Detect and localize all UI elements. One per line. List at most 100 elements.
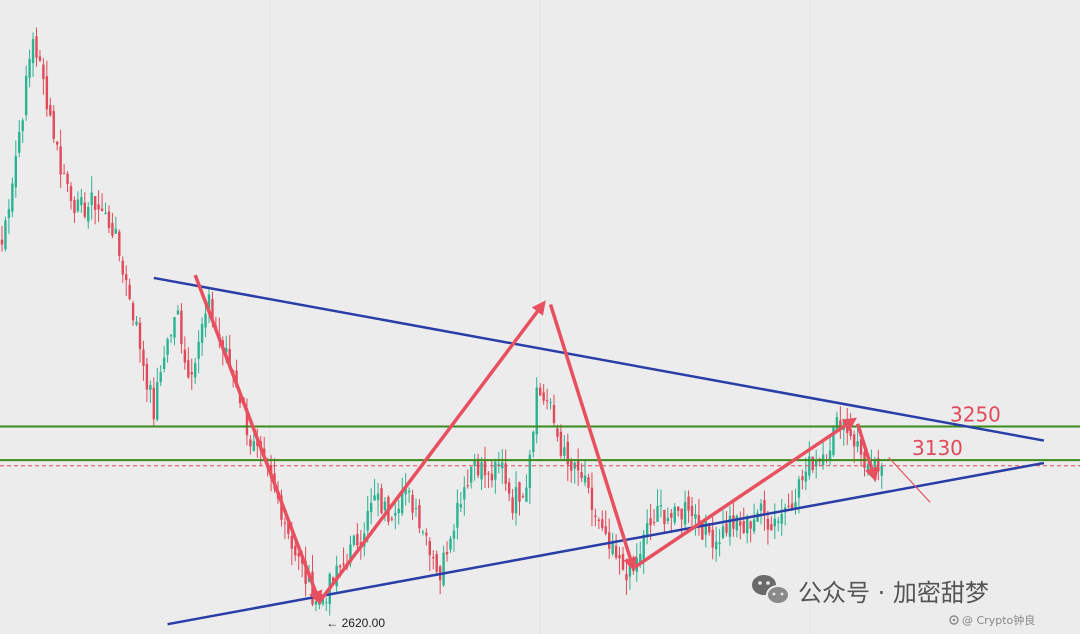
candle-body — [166, 339, 169, 355]
candle-body — [804, 471, 808, 482]
grid — [269, 0, 811, 634]
candle-body — [721, 526, 725, 538]
candle-body — [514, 487, 518, 514]
watermark-sub: @ Crypto钟良 — [962, 613, 1035, 627]
candle-body — [708, 523, 711, 533]
candle-body — [714, 541, 718, 550]
wave-arrow-guide — [194, 274, 320, 602]
candle-body — [228, 349, 231, 367]
candle-body — [549, 402, 552, 404]
candle-body — [487, 473, 490, 475]
candle-body — [687, 496, 690, 511]
candle-body — [566, 441, 569, 465]
candle-body — [52, 111, 55, 139]
candle-body — [159, 372, 162, 383]
candle-body — [169, 335, 173, 337]
candle-body — [114, 228, 118, 234]
candle-body — [545, 400, 549, 402]
candle-body — [787, 505, 790, 507]
candle-body — [701, 521, 704, 540]
candle-body — [83, 202, 86, 217]
candle-body — [801, 476, 804, 481]
candle-body — [14, 156, 17, 188]
candle-body — [576, 460, 580, 471]
candle-body — [187, 360, 190, 378]
candle-body — [287, 518, 290, 534]
candle-body — [180, 310, 183, 345]
candle-body — [135, 321, 138, 325]
candle-body — [332, 577, 335, 582]
candle-body — [608, 532, 611, 549]
candle-body — [856, 441, 859, 447]
candle-body — [711, 529, 714, 548]
level-label-3250: 3250 — [950, 403, 1001, 427]
candle-body — [852, 434, 856, 447]
candle-body — [342, 563, 345, 565]
candle-body — [780, 513, 783, 524]
candle-body — [683, 501, 687, 525]
candle-body — [563, 447, 566, 457]
candle-body — [790, 503, 794, 509]
candle-body — [87, 207, 90, 222]
gear-icon — [949, 615, 959, 625]
candle-body — [404, 486, 407, 495]
candle-body — [90, 192, 93, 206]
candle-body — [542, 392, 545, 401]
candle-body — [463, 487, 466, 500]
candle-body — [497, 463, 500, 465]
candle-body — [76, 199, 80, 212]
candle-body — [325, 602, 328, 604]
wave-arrow-5 — [855, 423, 879, 482]
trendline-resistance — [153, 276, 1045, 442]
wave-arrows — [193, 274, 931, 606]
candle-body — [321, 599, 325, 604]
candle-body — [535, 387, 538, 435]
candle-body — [649, 518, 652, 526]
candle-body — [100, 208, 104, 212]
candle-body — [859, 438, 863, 455]
candle-body — [397, 508, 400, 514]
candle-body — [401, 490, 404, 514]
candle-body — [777, 521, 780, 523]
candle-body — [314, 601, 318, 605]
candle-body — [680, 508, 683, 520]
candle-body — [604, 526, 607, 534]
low-price-label: ← 2620.00 — [326, 616, 385, 630]
candle-body — [238, 393, 242, 404]
wechat-icon — [752, 575, 790, 605]
candle-body — [525, 487, 528, 502]
candle-body — [749, 521, 752, 529]
candle-body — [670, 512, 673, 518]
candle-body — [742, 521, 745, 533]
candle-body — [877, 458, 880, 472]
candle-body — [435, 554, 438, 572]
candle-body — [66, 173, 69, 185]
candle-body — [476, 458, 480, 476]
candle-body — [849, 429, 852, 437]
candle-body — [659, 505, 663, 507]
candle-body — [773, 518, 776, 527]
candle-body — [118, 231, 121, 256]
candle-body — [366, 511, 369, 531]
candle-body — [832, 427, 835, 456]
candle-body — [704, 518, 707, 535]
candle-body — [93, 196, 97, 211]
candle-body — [839, 420, 842, 431]
candle-body — [811, 456, 814, 471]
candle-body — [42, 64, 45, 80]
candle-body — [570, 459, 573, 471]
candle-body — [394, 512, 397, 516]
candle-body — [663, 509, 666, 525]
candle-body — [728, 515, 732, 537]
wave-arrow-guide — [319, 302, 545, 603]
candle-body — [380, 488, 383, 514]
candle-body — [770, 524, 773, 531]
candle-body — [587, 477, 590, 488]
candle-body — [752, 519, 756, 532]
candle-body — [532, 431, 535, 452]
candle-body — [480, 462, 483, 480]
candle-body — [162, 357, 166, 370]
candle-body — [107, 211, 111, 228]
candle-body — [21, 120, 24, 132]
